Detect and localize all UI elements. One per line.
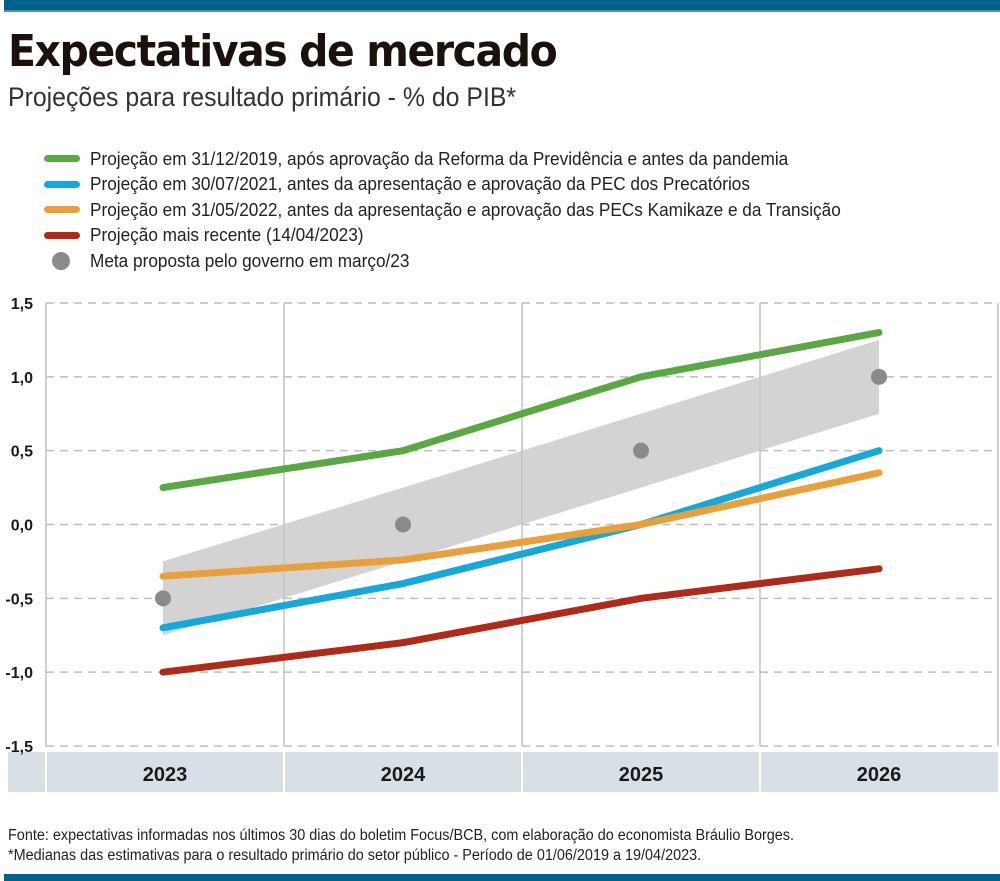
meta-point <box>633 442 649 459</box>
legend-label: Projeção em 30/07/2021, antes da apresen… <box>90 173 750 195</box>
x-tick-label: 2026 <box>857 764 902 786</box>
meta-point <box>155 590 171 607</box>
y-tick-label: -0,5 <box>5 591 33 608</box>
meta-point <box>395 516 411 533</box>
y-tick-label: 0,5 <box>11 444 33 461</box>
x-tick-label: 2025 <box>619 764 664 786</box>
y-tick-label: 0,0 <box>11 518 33 535</box>
legend-item-2022: Projeção em 31/05/2022, antes da apresen… <box>44 197 897 223</box>
legend-label: Projeção em 31/05/2022, antes da apresen… <box>90 198 841 220</box>
legend-swatch-red <box>44 231 80 239</box>
legend-item-2021: Projeção em 30/07/2021, antes da apresen… <box>44 172 897 198</box>
meta-points <box>155 368 887 607</box>
series-line-2019 <box>159 329 883 492</box>
vertical-gridlines <box>45 303 999 746</box>
x-tick-label: 2024 <box>381 764 426 786</box>
y-tick-label: 1,0 <box>11 370 33 387</box>
series-lines <box>159 329 883 676</box>
meta-point <box>871 368 887 385</box>
legend-item-meta: Meta proposta pelo governo em março/23 <box>44 248 897 274</box>
y-tick-label: -1,5 <box>5 739 33 756</box>
legend-swatch-orange <box>44 206 80 214</box>
y-tick-label: 1,5 <box>11 296 33 313</box>
legend-label: Projeção mais recente (14/04/2023) <box>90 224 364 246</box>
legend-dot-meta <box>52 251 70 270</box>
legend-swatch-green <box>44 155 80 163</box>
series-line-2022 <box>159 469 883 580</box>
footnote: *Medianas das estimativas para o resulta… <box>8 847 702 864</box>
y-axis-ticks: 1,5 1,0 0,5 0,0 -0,5 -1,0 -1,5 <box>5 296 33 756</box>
footer: Fonte: expectativas informadas nos últim… <box>8 826 794 866</box>
x-tick-label: 2023 <box>143 764 188 786</box>
series-line-recent <box>159 565 883 676</box>
bottom-color-bar <box>4 874 1000 881</box>
legend-label: Projeção em 31/12/2019, após aprovação d… <box>90 147 789 169</box>
legend-item-recent: Projeção mais recente (14/04/2023) <box>44 223 897 249</box>
legend-item-2019: Projeção em 31/12/2019, após aprovação d… <box>44 146 897 172</box>
legend-swatch-blue <box>44 180 80 188</box>
x-axis-ticks: 2023 2024 2025 2026 <box>143 764 902 786</box>
y-tick-label: -1,0 <box>5 665 33 682</box>
top-color-bar <box>4 0 1000 12</box>
legend-label: Meta proposta pelo governo em março/23 <box>90 249 410 271</box>
source-note: Fonte: expectativas informadas nos últim… <box>8 827 795 844</box>
chart-subtitle: Projeções para resultado primário - % do… <box>8 82 517 112</box>
series-line-2021 <box>159 447 883 632</box>
x-axis-background <box>8 752 998 792</box>
x-axis-band <box>8 752 998 792</box>
legend: Projeção em 31/12/2019, após aprovação d… <box>44 146 897 274</box>
chart-title: Expectativas de mercado <box>8 26 558 77</box>
